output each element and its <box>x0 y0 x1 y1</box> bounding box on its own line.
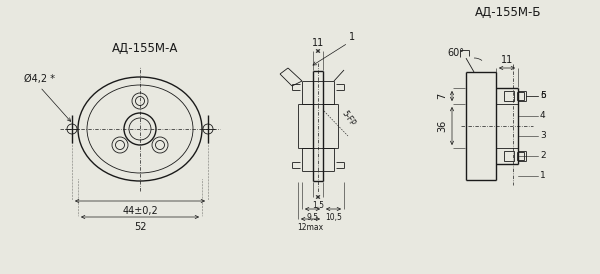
Bar <box>517 152 524 160</box>
Bar <box>517 92 524 100</box>
Text: 7: 7 <box>437 93 447 99</box>
Text: 3: 3 <box>540 132 546 141</box>
Text: 60°: 60° <box>448 48 464 58</box>
Text: 1,5: 1,5 <box>312 201 324 210</box>
Text: 52: 52 <box>134 222 146 232</box>
Text: 5-FP: 5-FP <box>340 109 357 127</box>
Bar <box>504 151 514 161</box>
Text: 5: 5 <box>540 92 546 101</box>
Text: 12max: 12max <box>298 223 323 232</box>
Text: 6: 6 <box>540 92 546 101</box>
Text: АД-155М-А: АД-155М-А <box>112 42 178 55</box>
Text: 11: 11 <box>312 38 324 48</box>
Text: 9,5: 9,5 <box>307 213 319 222</box>
Text: 2: 2 <box>540 152 545 161</box>
Text: 11: 11 <box>501 55 513 65</box>
Text: 1: 1 <box>540 172 546 181</box>
Text: 10,5: 10,5 <box>325 213 342 222</box>
Text: 44±0,2: 44±0,2 <box>122 206 158 216</box>
Text: 36: 36 <box>437 120 447 132</box>
Text: Ø4,2 *: Ø4,2 * <box>25 74 56 84</box>
Bar <box>504 91 514 101</box>
Text: АД-155М-Б: АД-155М-Б <box>475 6 541 19</box>
Text: 4: 4 <box>540 112 545 121</box>
Text: 1: 1 <box>349 32 355 42</box>
